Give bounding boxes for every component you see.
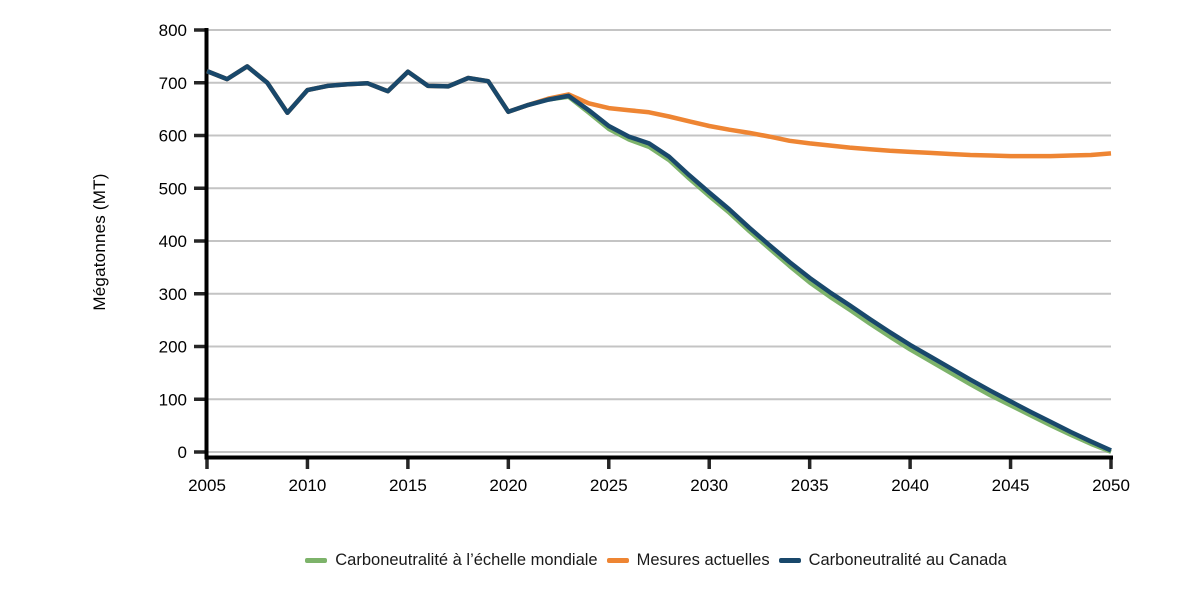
x-tick-label-2010: 2010 xyxy=(289,476,327,495)
legend-item-2: Carboneutralité au Canada xyxy=(778,551,1007,570)
y-tick-label-100: 100 xyxy=(159,390,187,409)
x-tick-label-2045: 2045 xyxy=(992,476,1030,495)
legend-label: Mesures actuelles xyxy=(636,551,770,569)
y-tick-label-600: 600 xyxy=(159,127,187,146)
x-tick-label-2030: 2030 xyxy=(690,476,728,495)
legend-item-1: Mesures actuelles xyxy=(606,551,770,570)
y-tick-label-700: 700 xyxy=(159,74,187,93)
series-line-0 xyxy=(206,64,1112,454)
legend-swatch-icon xyxy=(606,558,629,563)
legend-item-0: Carboneutralité à l’échelle mondiale xyxy=(305,551,598,570)
x-tick-label-2040: 2040 xyxy=(891,476,929,495)
legend-swatch-icon xyxy=(778,558,801,563)
x-tick-label-2035: 2035 xyxy=(791,476,829,495)
x-tick-label-2025: 2025 xyxy=(590,476,628,495)
y-tick-label-300: 300 xyxy=(159,285,187,304)
y-tick-label-800: 800 xyxy=(159,21,187,40)
x-tick-label-2050: 2050 xyxy=(1092,476,1130,495)
y-tick-label-0: 0 xyxy=(178,443,187,462)
series-line-2 xyxy=(206,64,1112,453)
x-tick-label-2020: 2020 xyxy=(489,476,527,495)
y-tick-label-200: 200 xyxy=(159,338,187,357)
series-line-1 xyxy=(206,64,1112,159)
legend-label: Carboneutralité au Canada xyxy=(808,551,1007,569)
y-tick-label-400: 400 xyxy=(159,232,187,251)
legend-swatch-icon xyxy=(305,558,328,563)
x-tick-label-2005: 2005 xyxy=(188,476,226,495)
chart-legend: Carboneutralité à l’échelle mondiale Mesu… xyxy=(0,551,1200,570)
legend-label: Carboneutralité à l’échelle mondiale xyxy=(335,551,598,569)
y-tick-label-500: 500 xyxy=(159,179,187,198)
x-tick-label-2015: 2015 xyxy=(389,476,427,495)
